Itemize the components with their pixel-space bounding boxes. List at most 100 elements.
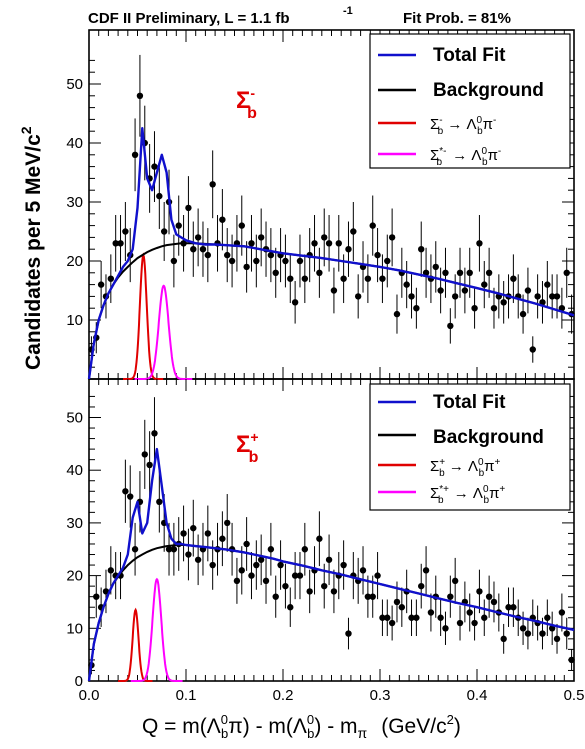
top-data-point: [456, 269, 464, 276]
bottom-ytick-label: 0: [75, 673, 83, 690]
top-ytick-label: 40: [66, 135, 83, 152]
header-left-superscript: -1: [343, 5, 353, 17]
bottom-ytick-label: 10: [66, 620, 83, 637]
top-data-point: [199, 246, 207, 253]
top-data-point: [553, 293, 561, 300]
top-legend-background: Background: [433, 80, 544, 101]
bottom-data-point: [262, 577, 270, 585]
top-data-point: [510, 275, 517, 282]
bottom-data-point: [127, 493, 134, 500]
top-data-point: [248, 240, 255, 247]
top-data-point: [122, 228, 129, 235]
bottom-data-point: [510, 604, 517, 611]
top-data-point: [112, 240, 119, 247]
bottom-data-point: [490, 598, 498, 606]
top-data-point: [524, 287, 532, 294]
top-data-point: [238, 222, 245, 229]
top-data-point: [170, 257, 178, 265]
bottom-data-point: [359, 567, 367, 574]
xtick-label: 0.1: [176, 687, 197, 704]
bottom-data-point: [539, 630, 546, 637]
bottom-data-point: [267, 546, 275, 553]
bottom-data-point: [291, 572, 299, 579]
bottom-sigma-star-curve: [130, 577, 183, 682]
top-data-point: [291, 299, 299, 306]
bottom-data-point: [553, 635, 561, 643]
top-data-point: [107, 275, 115, 282]
bottom-data-point: [156, 498, 163, 506]
top-data-point: [418, 246, 425, 253]
top-ytick-label: 10: [66, 312, 83, 329]
bottom-data-point: [413, 614, 420, 621]
bottom-data-point: [345, 630, 352, 637]
top-data-point: [311, 240, 318, 247]
bottom-legend-total: Total Fit: [433, 392, 506, 413]
top-data-point: [461, 287, 469, 294]
top-data-point: [131, 151, 139, 158]
bottom-data-point: [442, 625, 449, 632]
bottom-legend: Total Fit Background Σ+ b → Λ0 bπ+ Σ*+ b → …: [369, 383, 571, 511]
top-legend-sigma-star: Σ*-b → Λ0 bπ-: [430, 146, 501, 168]
top-data-point: [485, 269, 493, 276]
bottom-data-point: [287, 604, 294, 611]
bottom-legend-sigma: Σ+ b → Λ0 bπ+: [430, 457, 501, 479]
top-data-point: [544, 281, 551, 288]
bottom-signal-label: Σ+ b: [236, 429, 259, 466]
bottom-data-point: [209, 561, 216, 569]
bottom-data-point: [437, 614, 444, 621]
bottom-data-point: [233, 577, 241, 585]
bottom-data-point: [282, 582, 289, 590]
bottom-data-point: [194, 556, 202, 563]
top-data-point: [451, 293, 459, 300]
top-legend-total: Total Fit: [433, 45, 506, 66]
top-sigma-curve: [123, 252, 164, 380]
top-background-curve: [88, 242, 575, 380]
top-data-point: [364, 275, 372, 282]
top-data-point: [432, 263, 439, 271]
top-data-point: [160, 228, 168, 235]
top-data-point: [335, 240, 342, 247]
top-data-point: [194, 234, 202, 241]
xtick-label: 0.5: [564, 687, 585, 704]
bottom-sigma-curve: [118, 607, 153, 682]
top-data-point: [379, 275, 386, 282]
top-data-point: [97, 281, 105, 288]
top-data-point: [563, 269, 570, 276]
bottom-data-point: [422, 567, 430, 574]
xtick-label: 0.3: [370, 687, 391, 704]
bottom-data-point: [151, 430, 158, 437]
bottom-ytick-label: 20: [66, 568, 83, 585]
bottom-data-point: [219, 535, 226, 542]
bottom-data-point: [301, 546, 309, 553]
top-data-point: [257, 234, 265, 241]
top-data-point: [301, 275, 309, 282]
top-data-point: [253, 257, 260, 265]
bottom-data-point: [321, 582, 328, 590]
top-data-point: [282, 257, 289, 265]
top-legend: Total Fit Background Σ-b → Λ0 bπ- Σ*-b → …: [369, 33, 571, 169]
top-data-point: [534, 293, 541, 300]
bottom-data-point: [165, 546, 173, 553]
bottom-data-point: [306, 588, 313, 595]
bottom-data-point: [93, 593, 100, 600]
bottom-data-point: [519, 625, 527, 632]
top-legend-box: [369, 33, 571, 169]
top-legend-sigma: Σ-b → Λ0 bπ-: [430, 115, 496, 137]
x-axis-label: Q = m(Λ0 bπ) - m(Λ0 b) - mπ (GeV/c2): [142, 712, 461, 741]
top-data-point: [190, 246, 197, 253]
bottom-data-point: [481, 614, 488, 621]
bottom-data-point: [296, 572, 304, 579]
top-data-point: [175, 222, 182, 229]
top-data-point: [296, 257, 304, 265]
bottom-data-point: [471, 619, 478, 627]
bottom-data-point: [427, 609, 435, 616]
top-data-point: [442, 269, 449, 276]
bottom-ytick-label: 30: [66, 515, 83, 532]
top-data-point: [408, 293, 415, 300]
top-data-point: [287, 275, 294, 282]
y-axis-label: Candidates per 5 MeV/c2: [18, 126, 45, 370]
top-data-point: [539, 299, 546, 306]
top-data-point: [243, 263, 250, 271]
top-data-point: [384, 257, 391, 265]
